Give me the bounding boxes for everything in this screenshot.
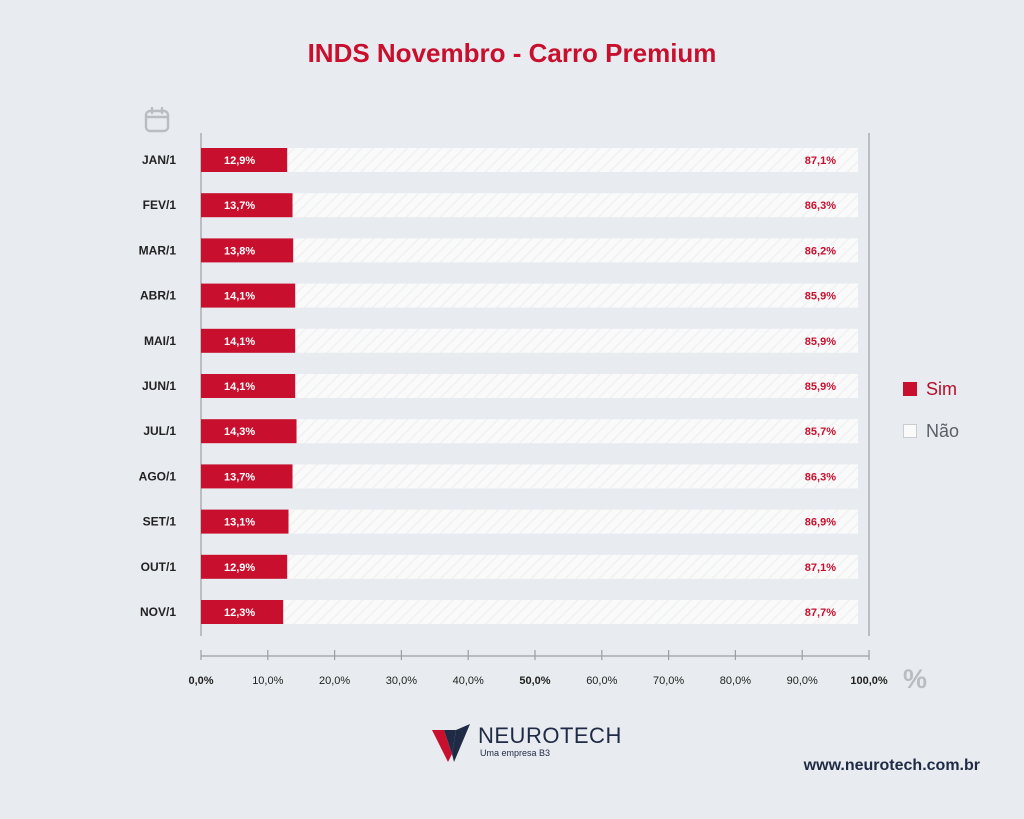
bar-sim	[201, 328, 296, 353]
bar-sim	[201, 238, 294, 263]
data-label-sim: 13,7%	[224, 471, 255, 483]
category-label: NOV/1	[140, 605, 176, 619]
bar-nao	[288, 509, 858, 534]
bar-sim	[201, 283, 296, 308]
neurotech-logo-mark	[432, 724, 470, 762]
percent-icon: %	[903, 664, 928, 694]
x-tick-label-0: 0,0%	[188, 675, 213, 687]
data-label-nao: 86,2%	[805, 245, 836, 257]
data-label-sim: 13,7%	[224, 200, 255, 212]
data-label-nao: 86,3%	[805, 471, 836, 483]
bar-nao	[287, 554, 858, 579]
legend-label-sim: Sim	[926, 378, 957, 399]
chart-title: INDS Novembro - Carro Premium	[307, 38, 717, 68]
bar-nao	[287, 148, 858, 172]
category-label: AGO/1	[139, 469, 177, 483]
legend-item-sim: Sim	[903, 378, 959, 400]
data-label-nao: 85,9%	[805, 336, 836, 348]
legend-label-nao: Não	[926, 420, 960, 441]
data-label-nao: 85,9%	[805, 381, 836, 393]
data-label-nao: 87,7%	[805, 607, 836, 619]
bar-nao	[295, 283, 858, 308]
bar-sim	[201, 374, 296, 398]
data-label-sim: 14,1%	[224, 381, 255, 393]
x-tick-label-40: 40,0%	[453, 675, 484, 687]
data-label-nao: 87,1%	[805, 155, 836, 167]
bar-sim	[201, 600, 284, 624]
brand-tagline: Uma empresa B3	[480, 748, 551, 758]
data-label-sim: 14,1%	[224, 336, 255, 348]
category-label: FEV/1	[143, 198, 177, 212]
data-label-sim: 14,1%	[224, 291, 255, 303]
category-label: OUT/1	[141, 560, 177, 574]
data-label-sim: 12,9%	[224, 562, 255, 574]
data-label-nao: 86,3%	[805, 200, 836, 212]
legend-swatch-sim	[903, 382, 917, 396]
category-label: ABR/1	[140, 289, 176, 303]
legend: Sim Não	[903, 378, 959, 462]
data-label-sim: 14,3%	[224, 426, 255, 438]
x-tick-label-10: 10,0%	[252, 675, 283, 687]
x-tick-label-90: 90,0%	[787, 675, 818, 687]
data-label-nao: 86,9%	[805, 517, 836, 529]
category-label: JUN/1	[142, 379, 176, 393]
x-tick-label-50: 50,0%	[519, 675, 550, 687]
bar-nao	[283, 600, 858, 624]
x-tick-label-60: 60,0%	[586, 675, 617, 687]
data-label-nao: 85,9%	[805, 291, 836, 303]
data-label-nao: 87,1%	[805, 562, 836, 574]
bar-nao	[293, 238, 859, 263]
calendar-icon	[144, 107, 170, 133]
bar-sim	[201, 419, 297, 444]
category-label: MAR/1	[139, 243, 177, 257]
data-label-sim: 12,3%	[224, 607, 255, 619]
legend-swatch-nao	[903, 424, 917, 438]
bar-nao	[292, 193, 858, 218]
data-label-sim: 13,1%	[224, 517, 255, 529]
bar-sim	[201, 554, 288, 579]
brand-name: NEUROTECH	[478, 723, 622, 748]
bar-sim	[201, 464, 293, 489]
bar-sim	[201, 148, 288, 172]
x-tick-label-20: 20,0%	[319, 675, 350, 687]
neurotech-logo: NEUROTECH Uma empresa B3	[430, 724, 622, 764]
x-tick-label-30: 30,0%	[386, 675, 417, 687]
x-tick-label-70: 70,0%	[653, 675, 684, 687]
bar-nao	[295, 374, 858, 398]
x-tick-label-80: 80,0%	[720, 675, 751, 687]
data-label-sim: 13,8%	[224, 245, 255, 257]
x-tick-label-100: 100,0%	[850, 675, 888, 687]
data-label-sim: 12,9%	[224, 155, 255, 167]
data-label-nao: 85,7%	[805, 426, 836, 438]
category-label: SET/1	[143, 515, 177, 529]
category-label: MAI/1	[144, 334, 176, 348]
bar-nao	[292, 464, 858, 489]
legend-item-nao: Não	[903, 420, 959, 442]
bar-nao	[296, 419, 858, 444]
bar-nao	[295, 328, 858, 353]
category-label: JUL/1	[143, 424, 176, 438]
bar-sim	[201, 509, 289, 534]
website-link[interactable]: www.neurotech.com.br	[803, 757, 980, 774]
bar-sim	[201, 193, 293, 218]
category-label: JAN/1	[142, 153, 176, 167]
